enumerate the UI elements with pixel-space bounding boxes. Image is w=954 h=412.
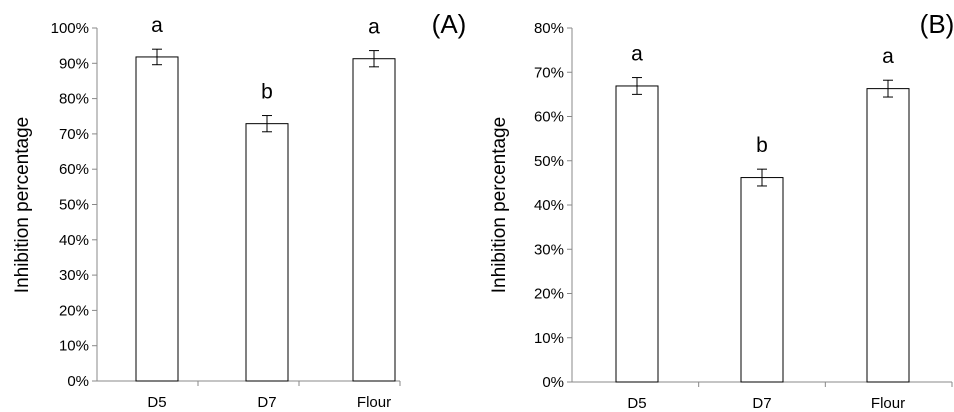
y-tick-label: 40% — [59, 232, 89, 249]
y-tick-label: 60% — [534, 109, 564, 126]
bar-d7 — [740, 177, 784, 383]
y-tick-label: 20% — [534, 286, 564, 303]
bar-flour — [352, 58, 396, 382]
significance-letter: a — [151, 14, 163, 37]
y-tick-label: 80% — [59, 91, 89, 108]
panel-label: (B) — [920, 9, 954, 39]
x-category-label: D5 — [627, 395, 646, 412]
x-category-label: Flour — [357, 394, 391, 411]
significance-letter: a — [882, 45, 894, 68]
x-category-label: D7 — [752, 395, 771, 412]
y-tick-label: 90% — [59, 55, 89, 72]
significance-letter: b — [261, 81, 273, 104]
y-tick-label: 30% — [534, 241, 564, 258]
y-tick-label: 0% — [67, 373, 89, 390]
y-tick-label: 70% — [534, 64, 564, 81]
chart-panel-a: 0% 10% 20% 30% 40% 50% 60% 70% 80% 90% 100% a D5 b D7 a… — [12, 9, 466, 411]
x-category-label: Flour — [871, 395, 905, 412]
significance-letter: a — [631, 43, 643, 66]
y-tick-label: 30% — [59, 267, 89, 284]
y-tick-label: 70% — [59, 126, 89, 143]
bar-d5 — [615, 85, 659, 383]
y-tick-label: 10% — [534, 330, 564, 347]
x-category-label: D7 — [257, 394, 276, 411]
y-tick-label: 0% — [542, 374, 564, 391]
y-tick-label: 50% — [534, 153, 564, 170]
y-axis-title: Inhibition percentage — [12, 117, 33, 293]
y-tick-label: 80% — [534, 20, 564, 37]
significance-letter: a — [368, 16, 380, 39]
chart-panel-b: 0% 10% 20% 30% 40% 50% 60% 70% 80% a D5 b D7 a Flour In… — [489, 9, 954, 412]
y-tick-label: 10% — [59, 338, 89, 355]
significance-letter: b — [756, 134, 768, 157]
y-tick-label: 40% — [534, 197, 564, 214]
y-tick-label: 20% — [59, 302, 89, 319]
x-category-label: D5 — [147, 394, 166, 411]
bar-d7 — [245, 123, 289, 382]
bar-d5 — [135, 56, 179, 382]
bar-flour — [866, 88, 910, 383]
y-axis-title: Inhibition percentage — [489, 117, 510, 293]
y-tick-label: 60% — [59, 161, 89, 178]
y-tick-label: 50% — [59, 197, 89, 214]
y-tick-label: 100% — [51, 20, 89, 37]
panel-label: (A) — [432, 9, 467, 39]
